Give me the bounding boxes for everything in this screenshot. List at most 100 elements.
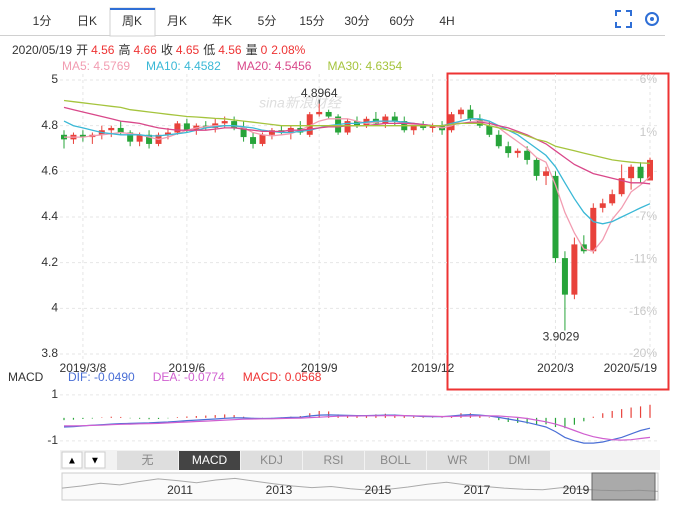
candle-body xyxy=(221,121,228,124)
x-tick-label: 2019/6 xyxy=(169,361,206,375)
indicator-tab[interactable] xyxy=(303,451,364,470)
period-tab[interactable]: 月K xyxy=(167,14,187,28)
arrow-button[interactable] xyxy=(84,451,106,469)
info-value: 4.56 xyxy=(91,43,115,57)
indicator-tab[interactable] xyxy=(179,451,240,470)
period-tab[interactable]: 4H xyxy=(439,14,454,28)
y-tick-label: 4.4 xyxy=(41,209,58,223)
candle-body xyxy=(647,159,653,181)
x-tick-label: 2019/3/8 xyxy=(60,361,107,375)
indicator-tab-label[interactable]: RSI xyxy=(323,453,343,467)
y2-tick-label: -20% xyxy=(629,346,657,360)
min-annotation: 3.9029 xyxy=(543,330,580,344)
info-value: 4.56 xyxy=(218,43,242,57)
x-tick-label: 2020/5/19 xyxy=(604,361,658,375)
period-tab[interactable]: 30分 xyxy=(344,14,369,28)
settings-glyph-center[interactable] xyxy=(650,17,654,21)
navigator-window[interactable] xyxy=(591,472,656,501)
period-tab[interactable]: 日K xyxy=(77,14,97,28)
candle-body xyxy=(306,114,313,135)
candle-body xyxy=(108,127,115,131)
candle-body xyxy=(637,166,644,179)
macd-y-tick-label: -1 xyxy=(47,433,58,447)
candle-body xyxy=(618,178,625,195)
info-label: 低 xyxy=(203,43,215,57)
candle-body xyxy=(174,123,181,133)
legend-entry: MA5: 4.5769 xyxy=(62,59,130,73)
arrow-glyph[interactable]: ▲ xyxy=(67,456,77,467)
ma-line xyxy=(63,99,651,164)
x-tick-label: 2019/9 xyxy=(301,361,338,375)
candle-body xyxy=(486,125,493,135)
period-tab[interactable]: 1分 xyxy=(33,14,52,28)
macd-line xyxy=(63,413,651,444)
candle-body xyxy=(183,123,190,131)
y-tick-label: 4 xyxy=(51,301,58,315)
candle-body xyxy=(410,125,417,131)
navigator-label: 2019 xyxy=(563,483,590,497)
navigator-label: 2015 xyxy=(365,483,392,497)
macd-legend: DEA: -0.0774 xyxy=(153,370,225,384)
candle-body xyxy=(391,116,398,122)
info-value: 4.66 xyxy=(133,43,157,57)
active-tab-top[interactable] xyxy=(110,8,155,10)
candle-body xyxy=(136,134,143,142)
indicator-tab-label[interactable]: DMI xyxy=(509,453,531,467)
macd-line xyxy=(64,415,651,441)
candle-body xyxy=(448,114,455,131)
navigator-frame xyxy=(61,472,659,501)
macd-y-tick-label: 1 xyxy=(51,387,58,401)
fullscreen-glyph[interactable] xyxy=(615,10,632,28)
highlight-box xyxy=(446,72,670,391)
candle-body xyxy=(533,159,540,176)
candle-body xyxy=(146,134,153,144)
indicator-tab-label[interactable]: KDJ xyxy=(260,453,283,467)
period-tab[interactable]: 15分 xyxy=(299,14,324,28)
legend-entry: MA30: 4.6354 xyxy=(327,59,402,73)
info-label: 高 xyxy=(118,42,130,57)
indicator-tab-label[interactable]: 无 xyxy=(141,453,153,467)
candle-body xyxy=(117,127,124,133)
candle-body xyxy=(127,132,134,142)
period-tab[interactable]: 年K xyxy=(212,14,232,28)
indicator-tab-label[interactable]: BOLL xyxy=(380,453,411,467)
indicator-tab[interactable] xyxy=(489,451,550,470)
candle-body xyxy=(524,150,531,160)
indicator-tab[interactable] xyxy=(365,451,426,470)
info-date: 2020/05/19 xyxy=(12,43,72,57)
ma-line xyxy=(64,118,651,252)
candle-body xyxy=(590,207,597,252)
candle-body xyxy=(79,134,86,138)
indicator-tab[interactable] xyxy=(427,451,488,470)
candle-body xyxy=(268,130,275,135)
y2-tick-label: 6% xyxy=(640,72,658,86)
period-tab[interactable]: 5分 xyxy=(258,14,277,28)
info-label: 开 xyxy=(76,43,88,57)
settings-icon[interactable] xyxy=(645,12,659,26)
candle-body xyxy=(505,146,512,154)
fullscreen-icon[interactable] xyxy=(615,10,632,28)
active-tab[interactable] xyxy=(109,7,156,37)
arrow-glyph[interactable]: ▼ xyxy=(90,456,100,467)
indicator-tab[interactable] xyxy=(117,451,178,470)
period-tab[interactable]: 周K xyxy=(122,14,142,28)
y2-tick-label: 1% xyxy=(640,125,658,139)
info-change: 2.08% xyxy=(271,43,305,57)
legend-entry: MA20: 4.5456 xyxy=(237,59,312,73)
candle-body xyxy=(420,125,427,128)
x-tick-label: 2019/12 xyxy=(411,361,455,375)
navigator-label: 2013 xyxy=(266,483,293,497)
settings-glyph[interactable] xyxy=(645,12,659,26)
indicator-tab[interactable] xyxy=(241,451,302,470)
macd-legend: DIF: -0.0490 xyxy=(68,370,135,384)
macd-legend: MACD: 0.0568 xyxy=(243,370,322,384)
indicator-tab-label[interactable]: WR xyxy=(448,453,468,467)
period-tab[interactable]: 60分 xyxy=(389,14,414,28)
candle-body xyxy=(240,127,247,138)
candle-body xyxy=(552,175,559,259)
indicator-tab-label[interactable]: MACD xyxy=(192,453,228,467)
y2-tick-label: -11% xyxy=(630,251,657,265)
candle-body xyxy=(457,109,464,115)
arrow-button[interactable] xyxy=(61,451,83,469)
